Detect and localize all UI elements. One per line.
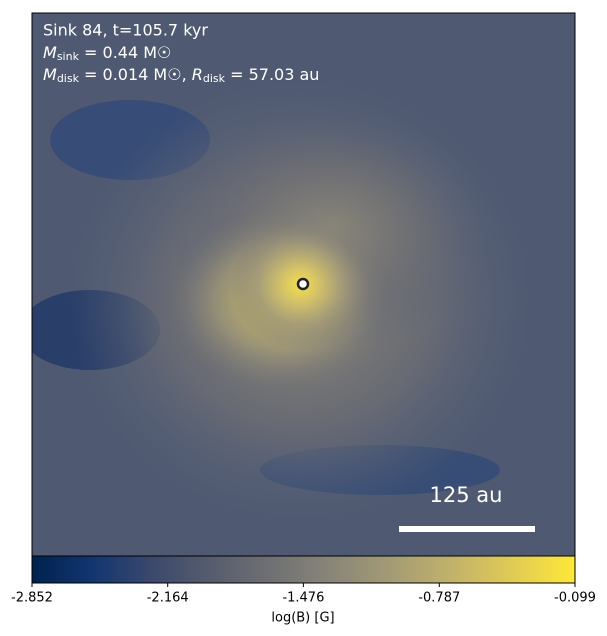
symbol: M (43, 43, 57, 62)
tick-label: -0.787 (418, 591, 460, 606)
subscript: sink (57, 50, 80, 63)
annotation: Msink = 0.44 M☉ (43, 43, 171, 64)
colorbar (31, 555, 576, 584)
text: = 57.03 au (225, 65, 319, 84)
text: = 0.014 M☉, (79, 65, 192, 84)
tick-label: -0.099 (554, 591, 596, 606)
field-image (32, 13, 575, 556)
symbol: R (192, 65, 203, 84)
text: = 0.44 M☉ (79, 43, 171, 62)
subscript: disk (203, 72, 226, 85)
scale-bar-label: 125 au (430, 483, 503, 507)
annotation: Sink 84, t=105.7 kyr (43, 21, 208, 40)
annotation: Mdisk = 0.014 M☉, Rdisk = 57.03 au (43, 65, 319, 86)
subscript: disk (57, 72, 80, 85)
colorbar-label: log(B) [G] (271, 611, 334, 626)
tick-label: -2.164 (147, 591, 189, 606)
tick-label: -2.852 (11, 591, 53, 606)
symbol: M (43, 65, 57, 84)
tick-label: -1.476 (282, 591, 324, 606)
